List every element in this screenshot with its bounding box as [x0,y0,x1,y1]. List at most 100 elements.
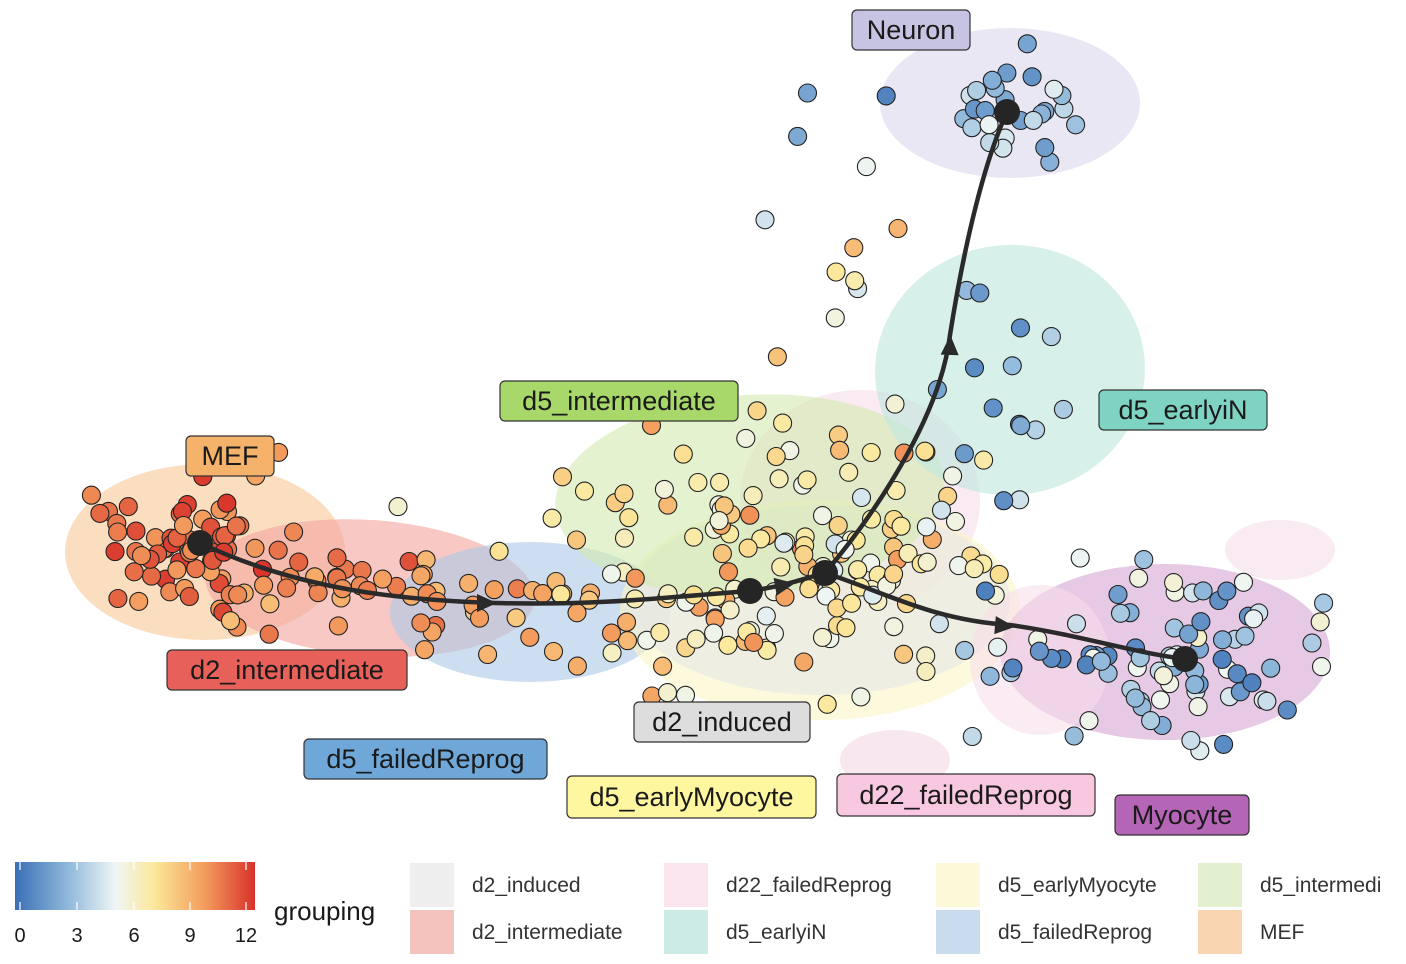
cell-point [1185,675,1205,695]
cell-point [602,643,622,663]
cell-point [812,506,833,526]
legend-title: grouping [274,896,375,926]
cell-point [788,126,808,146]
cell-point [684,527,704,547]
cell-point [1064,726,1084,746]
region-d22_failedReprog-lobe [1225,520,1335,580]
cell-point [794,652,814,672]
cell-point [469,608,490,628]
cell-point [974,450,994,470]
cell-point [1150,690,1171,710]
cell-point [1044,79,1064,99]
cell-point [520,627,540,647]
cell-point [1070,548,1090,568]
label-box-Myocyte [1114,794,1250,836]
legend-key-MEF [1198,910,1242,954]
cell-point [816,586,836,606]
cell-point [1235,626,1255,646]
cell-point [1257,691,1277,711]
cell-point [328,616,348,636]
label-text-d5_earlyMyocyte: d5_earlyMyocyte [589,782,793,812]
colorbar-tick-label: 12 [235,925,257,947]
cell-point [915,441,935,461]
cell-point [983,398,1003,418]
legend: 0 3 6 9 12 grouping d2_induced d22_failedReprog… [14,862,1381,954]
cell-point [1022,67,1042,87]
cell-point [1233,572,1254,592]
cell-point [817,694,837,714]
cell-point [894,644,914,664]
cell-point [884,564,904,584]
cell-point [797,83,818,103]
cell-point [81,485,101,505]
cell-point [1003,658,1023,678]
trajectory-node [994,99,1020,125]
cell-point [388,497,408,517]
cell-point [1035,138,1055,158]
cell-point [848,560,868,580]
cell-point [268,540,288,560]
cell-point [411,566,431,586]
cell-point [616,612,637,632]
cell-point [706,587,726,607]
cell-point [861,442,881,463]
cell-point [574,481,595,501]
cell-point [962,118,982,138]
cell-point [289,552,309,572]
cell-point [736,428,756,448]
cell-point [1010,490,1030,510]
cell-point [949,556,969,576]
label-d5_intermediate: d5_intermediate [499,380,739,422]
cell-point [1023,110,1043,130]
cell-point [373,569,393,589]
cell-point [131,546,152,566]
cell-point [718,635,738,655]
label-Neuron: Neuron [851,9,971,51]
legend-key-d22_failedReprog [664,863,708,907]
cell-point [601,623,622,643]
trajectory-edge [823,111,1010,575]
cell-point [771,557,791,577]
cell-point [551,584,571,604]
cell-point [1010,318,1031,338]
cell-point [1164,573,1184,593]
cell-point [799,579,819,599]
cell-point [254,575,274,595]
legend-label-d2_induced: d2_induced [472,874,581,897]
label-box-d2_induced [633,701,811,743]
cell-point [1277,700,1297,720]
cell-point [1244,609,1264,629]
cell-point [654,479,674,499]
colorbar [15,862,255,910]
cell-point [478,644,498,665]
cell-point [567,656,587,676]
cell-point [108,588,128,609]
cell-point [839,462,859,482]
label-d22_failedReprog: d22_failedReprog [836,773,1096,817]
cell-point [851,487,872,508]
cell-point [415,640,435,660]
cell-point [828,515,848,536]
cell-point [842,593,862,613]
trajectory-arrow [940,335,959,356]
cell-point [567,603,587,623]
cell-point [898,543,918,563]
cell-point [994,491,1014,511]
cell-point [543,641,564,662]
cell-point [916,661,936,682]
cell-point [260,594,280,614]
cell-point [90,503,110,523]
cell-point [129,591,149,611]
legend-key-d2_induced [410,863,454,907]
trajectory-edge [199,540,826,606]
cell-point [327,548,347,568]
legend-key-d2_intermediate [410,910,454,954]
cell-point [1302,633,1322,653]
cell-point [217,493,237,513]
cell-point [891,516,911,536]
cell-point [1079,711,1099,731]
label-box-d5_intermediate [499,380,739,422]
cell-point [773,413,793,433]
cell-point [657,683,678,703]
